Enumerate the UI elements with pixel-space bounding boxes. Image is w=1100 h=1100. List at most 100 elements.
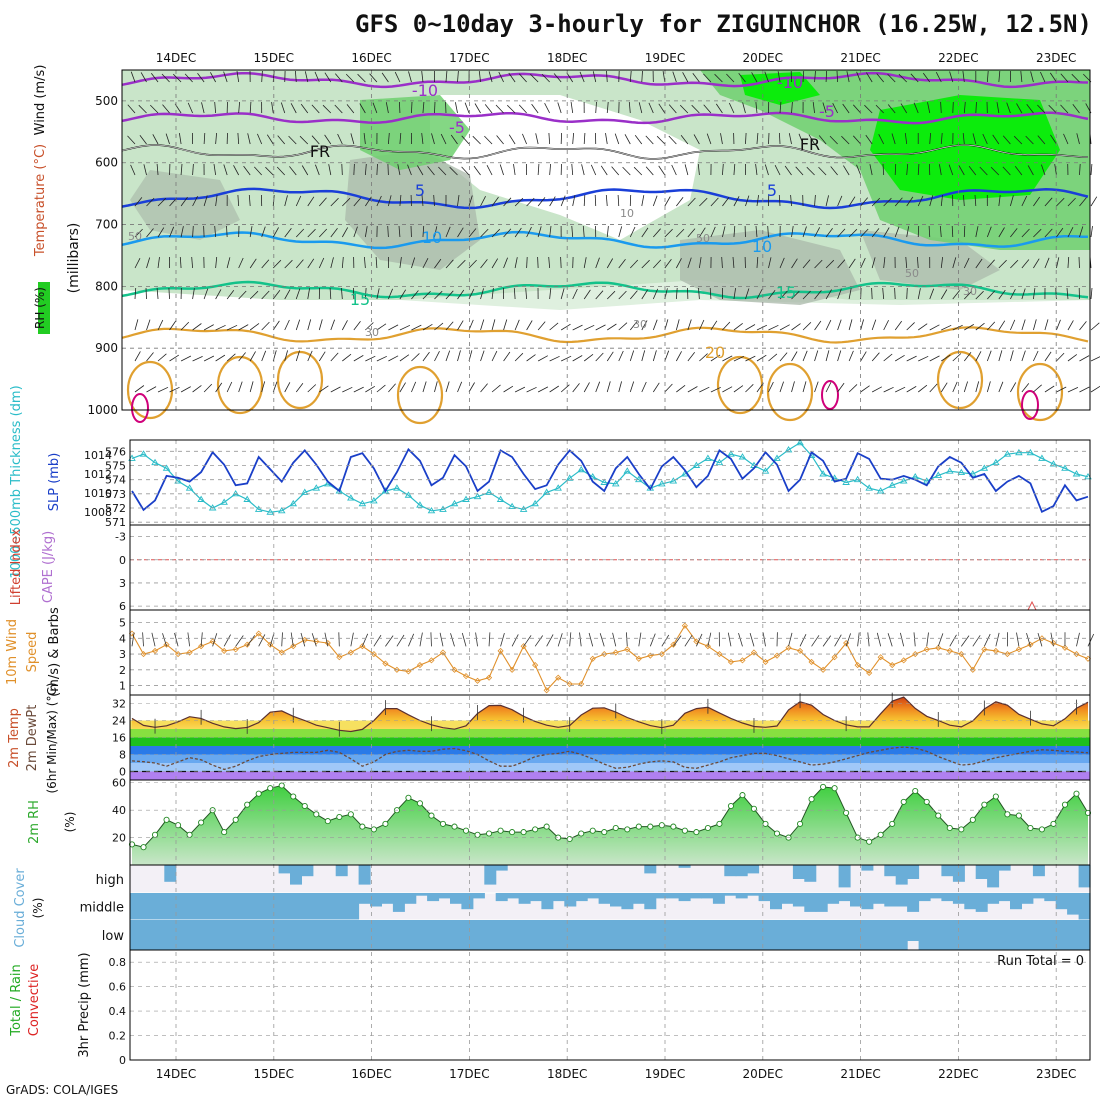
temperature-band	[130, 754, 1090, 763]
wind-barb	[236, 71, 240, 83]
wind-barb	[802, 259, 811, 269]
thickness-point	[508, 502, 516, 510]
thickness-point	[761, 467, 770, 474]
x-tick-label: 19DEC	[645, 51, 685, 65]
cloud-bar	[930, 920, 942, 950]
wind-barb	[431, 133, 435, 145]
wind-barb	[457, 259, 466, 269]
wind-speed-point	[462, 673, 470, 680]
wind-barb	[146, 352, 154, 362]
wind-speed-point	[820, 666, 827, 673]
surface-wind-barb	[290, 632, 294, 647]
wind-barb	[952, 381, 958, 393]
wind-barb	[733, 163, 736, 176]
wind-barb	[818, 166, 827, 176]
rh-point	[739, 792, 746, 799]
cloud-bar	[381, 893, 394, 904]
wind-speed-point	[601, 651, 608, 658]
wind-barb	[605, 194, 608, 207]
wind-barb	[768, 324, 779, 331]
wind-barb	[407, 164, 412, 176]
y-tick-label: 5	[119, 617, 126, 630]
surface-wind-barb	[488, 632, 491, 647]
wind-barb	[941, 354, 951, 362]
thickness-point	[899, 477, 908, 484]
wind-barb	[1049, 72, 1057, 83]
wind-barb	[791, 290, 800, 300]
rh-point	[693, 829, 700, 836]
cloud-bar	[495, 893, 508, 902]
wind-barb	[134, 319, 139, 331]
wind-barb	[1010, 319, 1016, 331]
wind-speed-point	[1061, 644, 1069, 651]
wind-barb	[342, 353, 352, 362]
y-axis-title: (%)	[31, 898, 45, 919]
cloud-bar	[244, 920, 257, 950]
wind-barb	[557, 102, 562, 114]
wind-barb	[408, 71, 412, 83]
wind-barb	[722, 196, 730, 207]
wind-barb	[1079, 321, 1087, 331]
wind-barb	[363, 133, 366, 145]
wind-barb	[768, 353, 778, 362]
wind-barb	[299, 135, 309, 145]
wind-barb	[223, 164, 228, 176]
wind-barb	[249, 290, 259, 300]
cloud-bar	[827, 893, 840, 904]
wind-barb	[837, 382, 845, 393]
warm-contour	[1016, 362, 1064, 422]
y-tick-label: 20	[112, 832, 126, 845]
cloud-row-label: low	[102, 929, 125, 944]
rh-point	[301, 802, 308, 810]
wind-barb	[192, 288, 195, 300]
cloud-bar	[998, 893, 1011, 902]
rh-point	[428, 812, 435, 819]
wind-barb	[751, 72, 758, 83]
wind-barb	[756, 132, 759, 145]
wind-barb	[445, 70, 448, 83]
freezing-level-line	[121, 144, 1089, 160]
wind-barb	[1021, 259, 1030, 269]
y-tick-label: 0	[119, 554, 126, 567]
contour-label: 15	[350, 290, 370, 309]
wind-barb	[518, 104, 527, 114]
thickness-point	[208, 504, 217, 511]
wind-barb	[381, 72, 389, 83]
y-axis-title: 1000~500mb Thickness (dm)	[9, 385, 24, 578]
rh-point	[359, 823, 366, 830]
thickness-point	[773, 454, 781, 461]
wind-barb	[537, 321, 546, 331]
rh-point	[163, 816, 170, 823]
wind-barb	[341, 287, 343, 300]
wind-barb	[728, 102, 735, 114]
cloud-bar	[301, 865, 314, 877]
panel-frames	[121, 69, 1091, 1061]
wind-barb	[330, 352, 339, 362]
wind-barb	[1079, 226, 1084, 238]
thickness-point	[358, 499, 367, 507]
x-tick-label: 22DEC	[938, 1067, 978, 1081]
wind-barb	[906, 226, 910, 238]
surface-wind-barb	[408, 633, 415, 647]
cloud-bar	[392, 920, 405, 950]
wind-barb	[791, 226, 794, 238]
wind-barb	[882, 163, 885, 176]
wind-barb	[1079, 355, 1090, 362]
x-tick-label: 21DEC	[840, 1067, 880, 1081]
cloud-bar	[415, 920, 428, 950]
wind-barb	[836, 70, 839, 83]
wind-barb	[247, 133, 251, 145]
cloud-bar	[895, 893, 908, 907]
surface-wind-barb	[200, 632, 203, 647]
wind-barb	[814, 194, 816, 207]
x-tick-label: 18DEC	[547, 1067, 587, 1081]
cloud-bar	[678, 893, 691, 902]
wind-barb	[618, 259, 626, 269]
rh-point	[439, 820, 447, 827]
wind-speed-point	[773, 652, 781, 659]
wind-barb	[935, 72, 942, 83]
wind-barb	[376, 163, 378, 176]
cloud-bar	[747, 893, 760, 896]
wind-barb	[560, 256, 562, 269]
wind-barb	[1010, 382, 1017, 393]
